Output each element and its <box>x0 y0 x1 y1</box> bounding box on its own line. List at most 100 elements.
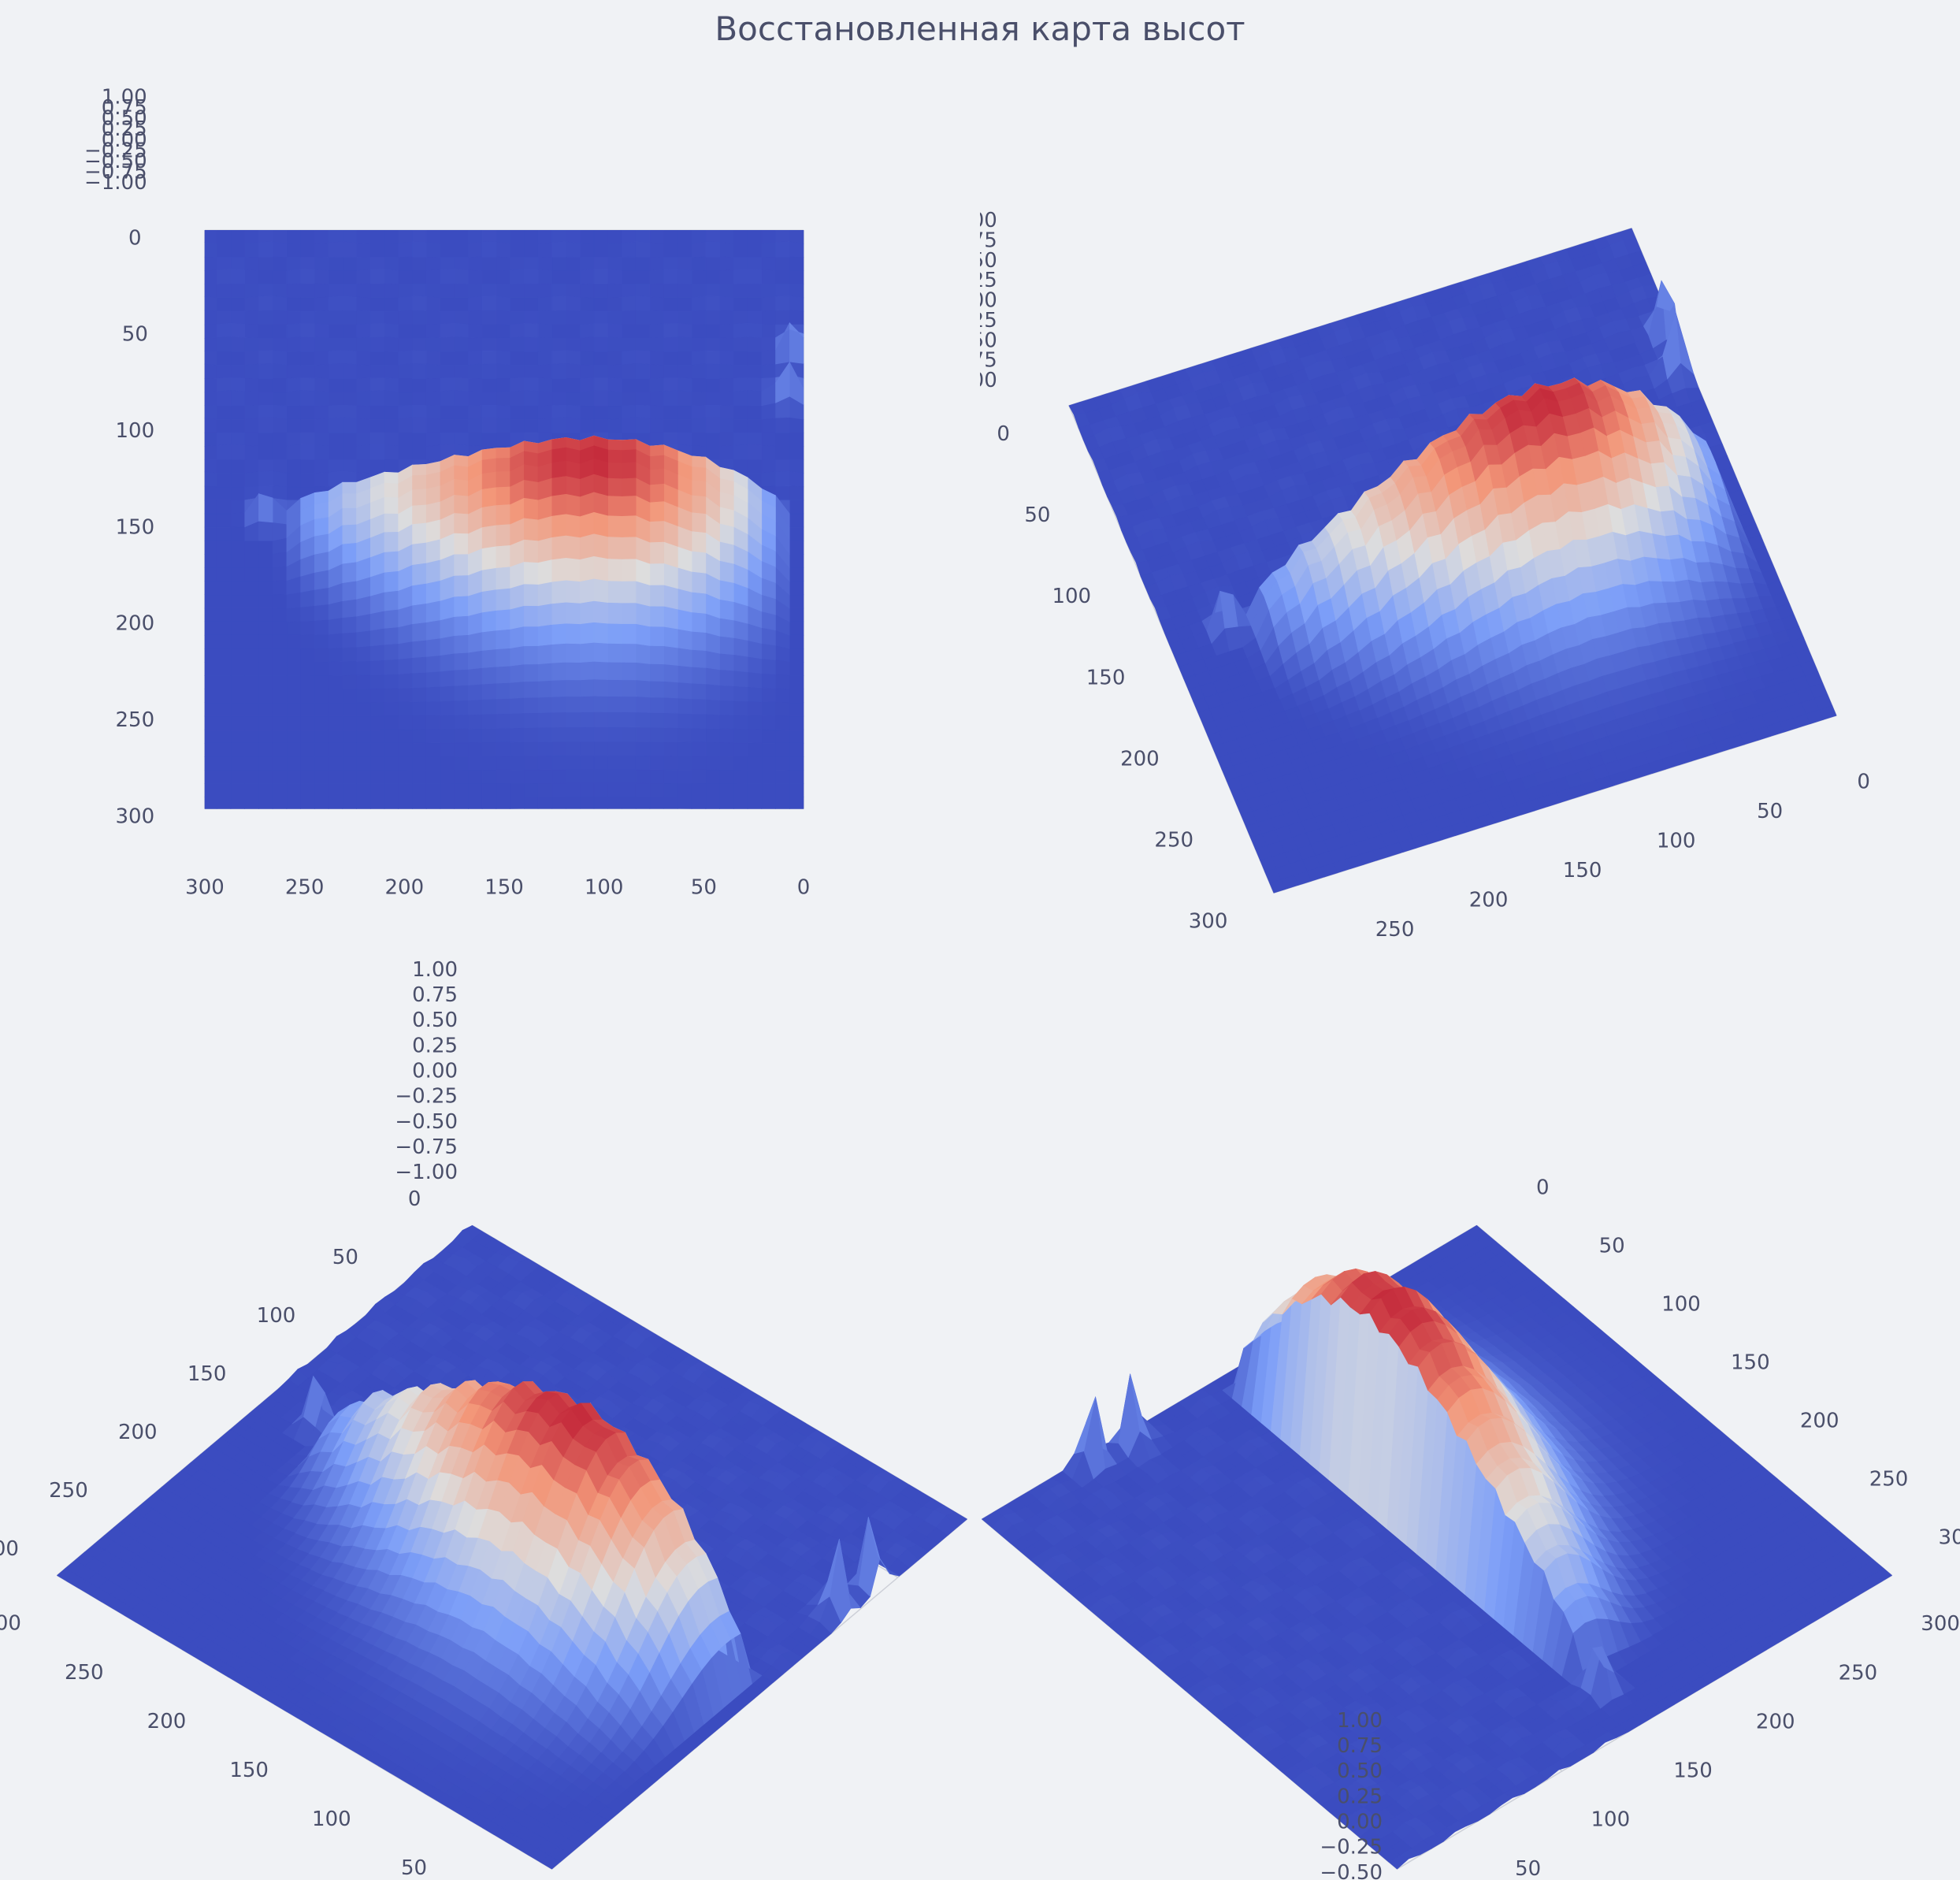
surface-patch <box>425 637 441 657</box>
surface-patch <box>691 630 707 652</box>
surface-patch <box>705 363 720 380</box>
surface-patch <box>566 679 581 697</box>
surface-patch <box>300 405 315 420</box>
surface-patch <box>537 377 553 393</box>
surface-patch <box>635 580 651 607</box>
surface-patch <box>244 770 259 784</box>
surface-patch <box>691 741 707 757</box>
surface-patch <box>468 797 483 809</box>
surface-patch <box>607 769 622 784</box>
surface-patch <box>635 755 651 771</box>
surface-patch <box>496 769 510 784</box>
surface-patch <box>747 351 763 366</box>
surface-patch <box>300 257 315 270</box>
surface-patch <box>663 310 678 325</box>
surface-patch <box>566 284 581 298</box>
surface-patch <box>216 567 232 582</box>
surface-patch <box>216 257 232 271</box>
surface-patch <box>510 797 525 809</box>
surface-patch <box>622 284 637 298</box>
surface-patch <box>579 390 595 407</box>
surface-patch <box>719 769 734 784</box>
surface-patch <box>412 392 427 406</box>
surface-patch <box>204 581 217 596</box>
surface-patch <box>230 607 246 622</box>
surface-patch <box>775 674 790 690</box>
surface-patch <box>622 362 637 380</box>
surface-patch <box>789 485 804 501</box>
surface-patch <box>244 242 259 258</box>
surface-patch <box>272 284 288 299</box>
surface-patch <box>579 755 595 771</box>
surface-patch <box>635 230 651 243</box>
surface-patch <box>328 241 343 258</box>
surface-patch <box>230 567 246 582</box>
surface-patch <box>314 516 329 537</box>
surface-patch <box>272 485 288 501</box>
surface-patch <box>272 607 288 622</box>
surface-patch <box>300 634 315 649</box>
surface-patch <box>272 363 288 380</box>
surface-patch <box>412 503 427 525</box>
surface-patch <box>537 603 553 627</box>
surface-patch <box>216 486 232 501</box>
surface-patch <box>342 417 357 433</box>
surface-patch <box>635 741 651 756</box>
surface-patch <box>523 390 539 407</box>
surface-patch <box>258 295 273 311</box>
surface-patch <box>747 686 763 703</box>
surface-patch <box>342 378 357 393</box>
surface-patch <box>510 283 525 299</box>
surface-patch <box>705 432 720 447</box>
surface-patch <box>468 783 483 798</box>
surface-patch <box>454 494 469 515</box>
surface-patch <box>691 241 707 258</box>
surface-patch <box>733 322 748 339</box>
surface-patch <box>230 268 246 284</box>
surface-patch <box>566 475 581 497</box>
surface-patch <box>398 270 413 285</box>
surface-patch <box>384 283 399 299</box>
surface-patch <box>496 485 510 506</box>
surface-patch <box>622 477 637 496</box>
surface-patch <box>566 535 581 560</box>
surface-patch <box>286 459 301 474</box>
surface-patch <box>369 322 385 338</box>
surface-patch <box>705 417 720 433</box>
surface-patch <box>314 661 329 676</box>
surface-patch <box>314 648 329 663</box>
surface-patch <box>244 634 259 649</box>
surface-patch <box>789 500 804 515</box>
surface-patch <box>412 729 427 744</box>
surface-patch <box>551 324 566 339</box>
surface-patch <box>425 418 441 433</box>
surface-patch <box>635 782 651 797</box>
surface-patch <box>677 783 692 797</box>
surface-patch <box>216 770 232 784</box>
surface-patch <box>761 295 776 312</box>
surface-patch <box>761 363 776 379</box>
surface-patch <box>204 554 217 568</box>
surface-patch <box>244 729 259 744</box>
surface-patch <box>300 268 315 284</box>
surface-patch <box>677 797 692 809</box>
surface-patch <box>412 230 427 243</box>
surface-patch <box>314 283 329 299</box>
surface-patch <box>523 257 539 270</box>
surface-patch <box>300 689 315 704</box>
surface-patch <box>398 756 413 771</box>
surface-patch <box>663 712 678 729</box>
surface-patch <box>551 712 566 728</box>
surface-patch <box>733 637 748 657</box>
surface-patch <box>216 675 232 690</box>
surface-patch <box>510 390 525 407</box>
x-tick-label: 50 <box>1024 503 1050 527</box>
surface-patch <box>523 697 539 714</box>
surface-patch <box>300 715 315 730</box>
surface-patch <box>1544 397 1563 418</box>
surface-patch <box>398 432 413 447</box>
surface-patch <box>523 243 539 258</box>
surface-patch <box>593 418 609 433</box>
surface-patch <box>607 230 622 244</box>
surface-patch <box>496 241 510 258</box>
